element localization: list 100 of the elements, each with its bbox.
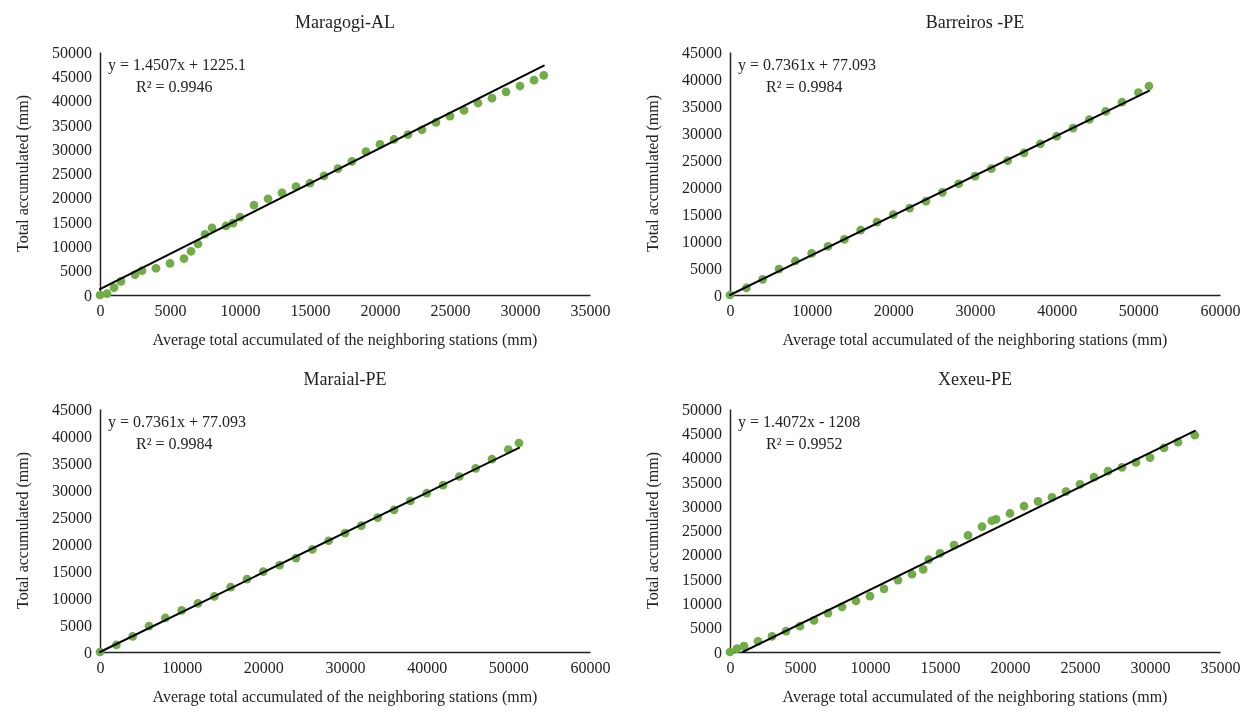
x-tick-label: 15000 xyxy=(290,302,331,320)
y-axis-title: Total accumulated (mm) xyxy=(14,451,32,610)
y-tick-label: 45000 xyxy=(52,400,92,418)
x-tick-label: 40000 xyxy=(407,659,448,677)
y-tick-label: 5000 xyxy=(60,616,92,634)
point xyxy=(529,75,539,85)
chart-title: Maraial-PE xyxy=(303,369,387,389)
y-tick-label: 40000 xyxy=(682,449,722,467)
annotation: y = 0.7361x + 77.093 xyxy=(738,56,877,74)
x-axis-title: Average total accumulated of the neighboring stations (mm) xyxy=(152,331,538,349)
point xyxy=(725,647,735,657)
y-tick-label: 15000 xyxy=(52,562,92,580)
x-tick-label: 20000 xyxy=(990,659,1031,677)
y-tick-label: 15000 xyxy=(682,205,722,223)
x-tick-label: 50000 xyxy=(1118,302,1159,320)
point xyxy=(1005,509,1015,518)
chart-title: Maragogi-AL xyxy=(295,12,395,32)
x-tick-label: 0 xyxy=(96,302,105,320)
y-tick-label: 30000 xyxy=(682,124,722,142)
x-tick-label: 20000 xyxy=(243,659,284,677)
x-tick-label: 15000 xyxy=(920,659,961,677)
x-tick-label: 30000 xyxy=(1130,659,1171,677)
y-tick-label: 25000 xyxy=(52,165,92,183)
x-tick-label: 5000 xyxy=(784,659,817,677)
y-tick-label: 20000 xyxy=(52,189,92,207)
x-tick-label: 0 xyxy=(726,659,735,677)
chart-title: Barreiros -PE xyxy=(925,12,1025,32)
point xyxy=(249,200,259,210)
annotation: y = 0.7361x + 77.093 xyxy=(108,413,247,431)
point xyxy=(1144,81,1154,91)
point xyxy=(515,81,525,91)
y-tick-label: 5000 xyxy=(690,619,722,637)
y-tick-label: 35000 xyxy=(682,473,722,491)
point xyxy=(732,644,742,653)
y-tick-label: 40000 xyxy=(52,92,92,110)
x-tick-label: 30000 xyxy=(955,302,996,320)
x-tick-label: 10000 xyxy=(162,659,203,677)
x-tick-label: 35000 xyxy=(570,302,611,320)
x-tick-label: 30000 xyxy=(500,302,541,320)
point xyxy=(1019,501,1029,511)
x-tick-label: 40000 xyxy=(1037,302,1078,320)
y-tick-label: 0 xyxy=(714,643,722,661)
point xyxy=(263,194,273,204)
x-axis-title: Average total accumulated of the neighboring stations (mm) xyxy=(782,688,1168,706)
point xyxy=(165,259,175,268)
x-tick-label: 25000 xyxy=(430,302,471,320)
y-tick-label: 10000 xyxy=(682,595,722,613)
y-tick-label: 50000 xyxy=(682,400,722,418)
point xyxy=(109,283,119,293)
x-tick-label: 10000 xyxy=(850,659,891,677)
y-axis-title: Total accumulated (mm) xyxy=(644,94,662,253)
y-tick-label: 5000 xyxy=(690,259,722,277)
point xyxy=(991,514,1001,524)
point xyxy=(487,93,497,103)
x-tick-label: 0 xyxy=(726,302,735,320)
x-tick-label: 20000 xyxy=(360,302,401,320)
x-tick-label: 35000 xyxy=(1200,659,1241,677)
x-tick-label: 10000 xyxy=(220,302,261,320)
y-axis-title: Total accumulated (mm) xyxy=(644,451,662,610)
annotation: y = 1.4507x + 1225.1 xyxy=(108,56,247,74)
point xyxy=(501,87,511,97)
point xyxy=(963,531,973,540)
y-tick-label: 40000 xyxy=(52,427,92,445)
point xyxy=(151,263,161,273)
point xyxy=(907,569,917,579)
y-tick-label: 15000 xyxy=(682,570,722,588)
point xyxy=(977,522,987,531)
y-tick-label: 25000 xyxy=(682,522,722,540)
y-tick-label: 25000 xyxy=(682,151,722,169)
x-tick-label: 50000 xyxy=(488,659,529,677)
y-tick-label: 50000 xyxy=(52,43,92,61)
x-tick-label: 10000 xyxy=(792,302,833,320)
point xyxy=(865,591,875,601)
point xyxy=(514,438,524,448)
y-tick-label: 15000 xyxy=(52,213,92,231)
x-axis-title: Average total accumulated of the neighboring stations (mm) xyxy=(782,331,1168,349)
y-tick-label: 45000 xyxy=(682,424,722,442)
point xyxy=(102,289,112,298)
y-tick-label: 20000 xyxy=(682,178,722,196)
point xyxy=(879,584,889,594)
y-tick-label: 35000 xyxy=(52,116,92,134)
x-tick-label: 60000 xyxy=(570,659,611,677)
point xyxy=(539,70,549,80)
y-tick-label: 40000 xyxy=(682,70,722,88)
y-tick-label: 25000 xyxy=(52,508,92,526)
y-tick-label: 10000 xyxy=(682,232,722,250)
x-axis-title: Average total accumulated of the neighboring stations (mm) xyxy=(152,688,538,706)
y-tick-label: 30000 xyxy=(682,497,722,515)
x-tick-label: 25000 xyxy=(1060,659,1101,677)
annotation: R² = 0.9984 xyxy=(766,78,843,95)
annotation: R² = 0.9984 xyxy=(136,435,213,452)
y-tick-label: 0 xyxy=(84,643,92,661)
y-tick-label: 30000 xyxy=(52,481,92,499)
chart-title: Xexeu-PE xyxy=(938,369,1012,389)
point xyxy=(186,246,196,256)
y-tick-label: 45000 xyxy=(682,43,722,61)
y-axis-title: Total accumulated (mm) xyxy=(14,94,32,253)
x-tick-label: 60000 xyxy=(1200,302,1241,320)
y-tick-label: 35000 xyxy=(52,454,92,472)
x-tick-label: 5000 xyxy=(154,302,187,320)
